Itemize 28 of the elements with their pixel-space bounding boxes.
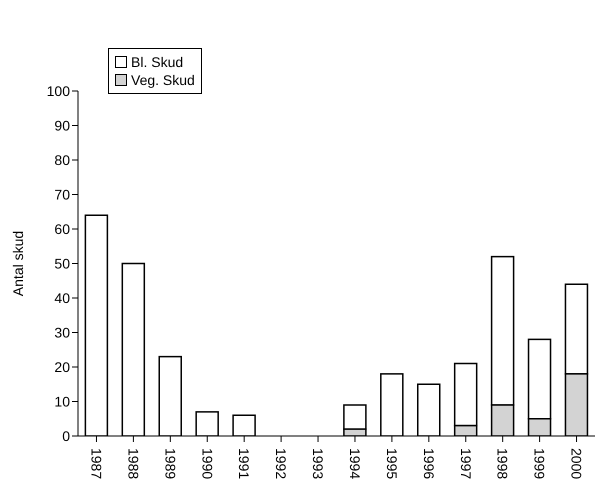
x-tick-label: 2000 [568,448,585,480]
x-tick-label: 1993 [310,448,326,480]
y-tick-label: 0 [62,428,70,444]
x-tick-label: 1999 [532,448,548,480]
x-tick-label: 1995 [384,448,400,480]
x-tick-label: 1987 [88,448,104,480]
y-tick-label: 50 [54,255,70,272]
x-tick-label: 1990 [199,448,216,480]
x-tick-label: 1988 [125,448,142,480]
y-tick-label: 60 [54,220,70,237]
y-tick-label: 100 [46,82,70,99]
y-tick-label: 70 [54,186,70,202]
x-tick-label: 1992 [273,448,290,480]
y-tick-label: 80 [54,152,70,168]
x-tick-label: 1996 [420,448,437,480]
x-tick-label: 1994 [346,448,363,480]
y-tick-label: 20 [54,358,70,375]
legend-label: Bl. Skud [131,54,184,70]
y-axis-title: Antal skud [10,230,26,296]
x-tick-label: 1997 [458,448,474,480]
x-tick-label: 1991 [236,448,252,480]
y-tick-label: 30 [54,324,70,340]
y-tick-label: 40 [54,290,70,306]
x-tick-label: 1989 [162,448,178,480]
y-tick-label: 90 [54,117,70,134]
x-tick-label: 1998 [494,448,511,480]
y-tick-label: 10 [54,393,70,410]
legend-label: Veg. Skud [131,72,195,88]
